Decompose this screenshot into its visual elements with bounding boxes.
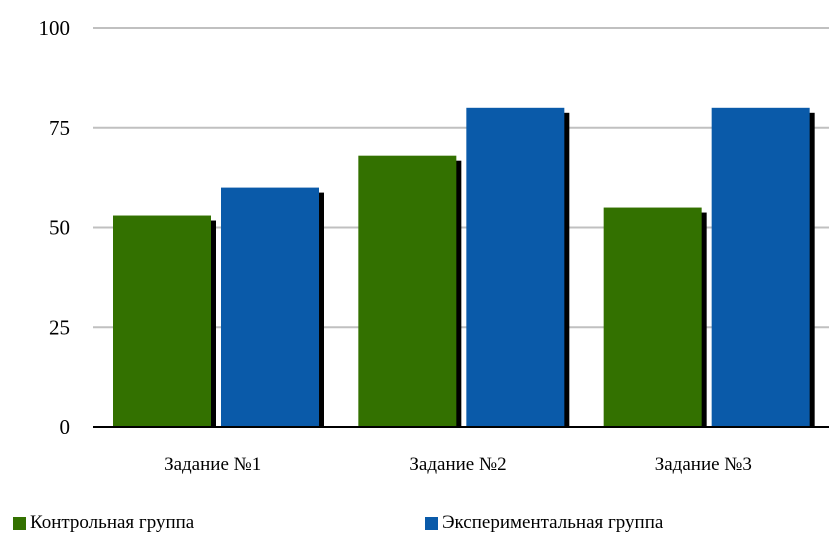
bar	[113, 215, 211, 427]
bar	[358, 155, 457, 427]
bar	[466, 107, 565, 428]
legend-label-experimental: Экспериментальная группа	[442, 512, 664, 533]
bars	[113, 107, 815, 428]
y-tick-label: 100	[39, 16, 71, 40]
x-tick-label: Задание №1	[164, 454, 261, 475]
bar	[221, 187, 319, 427]
legend-item-experimental: Экспериментальная группа	[425, 512, 663, 534]
y-tick-label: 25	[49, 315, 70, 339]
legend-swatch-control	[13, 516, 26, 530]
y-tick-label: 75	[49, 116, 70, 140]
x-tick-label: Задание №2	[409, 454, 506, 475]
legend-label-control: Контрольная группа	[30, 512, 195, 533]
x-axis-tick-labels: Задание №1 Задание №2 Задание №3	[164, 454, 752, 475]
bar	[711, 107, 810, 428]
y-tick-label: 0	[60, 415, 71, 439]
x-tick-label: Задание №3	[655, 454, 752, 475]
y-tick-label: 50	[49, 216, 70, 240]
legend-swatch-experimental	[425, 516, 438, 530]
legend-item-control: Контрольная группа	[13, 512, 194, 534]
y-axis-tick-labels: 0 25 50 75 100	[39, 16, 71, 439]
bar	[603, 207, 702, 427]
